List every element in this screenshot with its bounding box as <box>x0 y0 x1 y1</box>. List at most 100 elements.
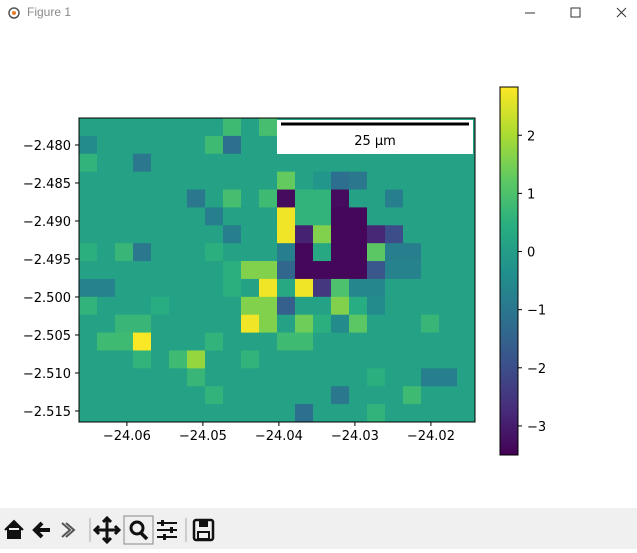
heatmap-cell <box>421 153 440 173</box>
heatmap-cell <box>349 314 368 334</box>
heatmap-cell <box>313 386 332 405</box>
heatmap-cell <box>187 332 206 351</box>
heatmap-cell <box>367 207 386 226</box>
heatmap-cell <box>169 171 188 191</box>
heatmap-cell <box>223 296 242 316</box>
heatmap-cell <box>367 332 386 351</box>
heatmap-cell <box>133 314 152 334</box>
heatmap-cell <box>313 368 332 387</box>
heatmap-cell <box>439 404 458 423</box>
app-icon <box>8 7 20 19</box>
heatmap-cell <box>367 350 386 369</box>
heatmap-cell <box>349 278 368 298</box>
heatmap-cell <box>349 368 368 387</box>
heatmap-cell <box>241 350 260 369</box>
colorbar <box>499 86 519 456</box>
heatmap-cell <box>241 368 260 387</box>
heatmap-cell <box>385 386 404 405</box>
heatmap-cell <box>457 368 476 387</box>
heatmap-cell <box>187 118 206 137</box>
heatmap-cell <box>457 261 476 280</box>
heatmap-cell <box>457 153 476 173</box>
heatmap-cell <box>349 171 368 191</box>
heatmap-cell <box>349 386 368 405</box>
heatmap-cell <box>439 153 458 173</box>
chart: −24.06 −24.05 −24.04 −24.03 −24.02 −2.480 −2.4… <box>23 86 546 456</box>
heatmap-cell <box>151 135 170 155</box>
heatmap-cell <box>223 118 242 137</box>
heatmap-cell <box>133 350 152 369</box>
heatmap-cell <box>79 243 98 262</box>
heatmap-cell <box>241 261 260 280</box>
heatmap-cell <box>295 350 314 369</box>
colorbar-tick-label: 1 <box>527 187 535 202</box>
heatmap-cell <box>205 118 224 137</box>
heatmap-cell <box>385 153 404 173</box>
heatmap-cell <box>331 207 350 226</box>
heatmap-cell <box>385 332 404 351</box>
y-tick-label: −2.495 <box>23 253 71 268</box>
heatmap-cell <box>367 404 386 423</box>
heatmap-cell <box>331 368 350 387</box>
heatmap-cell <box>367 171 386 191</box>
heatmap-cell <box>295 225 314 244</box>
heatmap-cell <box>169 404 188 423</box>
heatmap-cell <box>187 386 206 405</box>
heatmap-cell <box>313 296 332 316</box>
heatmap-cell <box>151 368 170 387</box>
heatmap-cell <box>79 386 98 405</box>
heatmap-cell <box>277 243 296 262</box>
scalebar-box <box>277 120 473 154</box>
heatmap-cell <box>151 225 170 244</box>
heatmap-cell <box>79 296 98 316</box>
heatmap-cell <box>403 243 422 262</box>
heatmap-cell <box>277 314 296 334</box>
heatmap-cell <box>133 404 152 423</box>
y-tick-label: −2.490 <box>23 215 71 230</box>
heatmap-cell <box>97 189 116 208</box>
heatmap-cell <box>187 171 206 191</box>
window-controls[interactable] <box>507 0 637 27</box>
heatmap-cell <box>439 225 458 244</box>
heatmap-cell <box>115 368 134 387</box>
heatmap-cell <box>457 296 476 316</box>
heatmap-cell <box>223 332 242 351</box>
heatmap-cell <box>205 171 224 191</box>
toolbar-icons[interactable] <box>0 508 230 549</box>
heatmap-cell <box>457 332 476 351</box>
heatmap-cell <box>151 153 170 173</box>
colorbar-tick-label: −2 <box>527 362 546 377</box>
heatmap-cell <box>331 386 350 405</box>
heatmap-cell <box>187 368 206 387</box>
heatmap-cell <box>403 368 422 387</box>
heatmap-cell <box>223 350 242 369</box>
heatmap-cell <box>313 261 332 280</box>
heatmap-cell <box>79 171 98 191</box>
heatmap-cell <box>421 278 440 298</box>
colorbar-tick-label: 0 <box>527 246 535 261</box>
heatmap-cell <box>97 350 116 369</box>
heatmap-cell <box>439 207 458 226</box>
heatmap-cell <box>331 243 350 262</box>
heatmap-cell <box>241 171 260 191</box>
heatmap-cell <box>403 207 422 226</box>
heatmap-cell <box>367 278 386 298</box>
x-tick-label: −24.05 <box>179 429 227 444</box>
heatmap-cell <box>79 368 98 387</box>
heatmap-cell <box>313 243 332 262</box>
heatmap-cell <box>277 296 296 316</box>
title-bar: Figure 1 <box>0 0 637 27</box>
heatmap-cell <box>277 189 296 208</box>
heatmap-cell <box>151 386 170 405</box>
heatmap-cell <box>367 243 386 262</box>
heatmap-cell <box>403 278 422 298</box>
heatmap-cell <box>187 350 206 369</box>
heatmap-cell <box>133 207 152 226</box>
heatmap-cell <box>439 386 458 405</box>
heatmap-cell <box>241 189 260 208</box>
heatmap-cell <box>151 171 170 191</box>
heatmap-cell <box>385 171 404 191</box>
heatmap-cell <box>403 153 422 173</box>
heatmap-cell <box>115 118 134 137</box>
heatmap-cell <box>403 189 422 208</box>
